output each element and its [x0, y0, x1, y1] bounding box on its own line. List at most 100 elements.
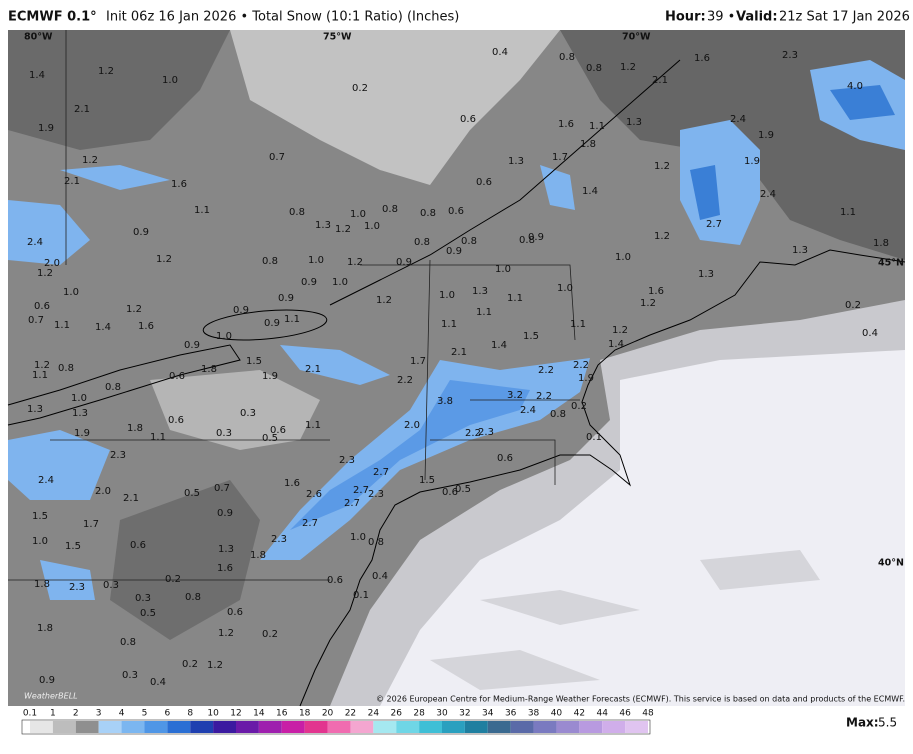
parallel-label: 40°N	[878, 558, 904, 569]
snow-amount: 1.2	[376, 295, 392, 306]
colorbar-label: 42	[574, 709, 585, 719]
colorbar-cell	[510, 721, 534, 733]
colorbar: 0.1 1 2 3 4 5 6 8 10 12 14 16 18 20 22 24 26 28 30 32 34 36 38…	[21, 709, 654, 735]
parallel-label: 45°N	[878, 258, 904, 269]
snow-amount: 1.3	[792, 245, 808, 256]
light-area	[230, 30, 560, 185]
snow-amount: 1.1	[194, 205, 210, 216]
snow-amount: 1.3	[27, 404, 43, 415]
snow-amount: 2.1	[305, 364, 321, 375]
snow-amount: 0.9	[233, 305, 249, 316]
meridian-label: 80°W	[24, 32, 53, 43]
snow-amount: 0.9	[264, 318, 280, 329]
snow-amount: 0.8	[461, 236, 477, 247]
colorbar-cell	[281, 721, 305, 733]
snow-amount: 1.9	[38, 123, 54, 134]
snow-amount: 1.0	[495, 264, 511, 275]
snow-amount: 2.2	[465, 428, 481, 439]
max-value: 5.5	[878, 716, 897, 730]
colorbar-label: 8	[187, 709, 193, 719]
snow-amount: 0.8	[382, 204, 398, 215]
snow-amount: 1.3	[508, 156, 524, 167]
snow-amount: 2.1	[123, 493, 139, 504]
snow-amount: 0.7	[214, 483, 230, 494]
snow-amount: 1.2	[156, 254, 172, 265]
snow-amount: 0.2	[352, 83, 368, 94]
colorbar-cell	[602, 721, 626, 733]
snow-amount: 1.0	[32, 536, 48, 547]
snow-amount: 1.2	[218, 628, 234, 639]
snow-amount: 1.2	[207, 660, 223, 671]
snow-amount: 2.3	[110, 450, 126, 461]
snow-amount: 2.4	[520, 405, 536, 416]
colorbar-cell	[52, 721, 76, 733]
snow-amount: 1.5	[32, 511, 48, 522]
snow-amount: 2.4	[730, 114, 746, 125]
snow-amount: 0.4	[150, 677, 166, 688]
snow-amount: 0.2	[182, 659, 198, 670]
valid-label: Valid:	[736, 10, 778, 25]
colorbar-cell	[304, 721, 328, 733]
snow-amount: 1.8	[34, 579, 50, 590]
snow-amount: 2.6	[306, 489, 322, 500]
colorbar-cell	[190, 721, 214, 733]
colorbar-label: 1	[50, 709, 56, 719]
snow-amount: 1.8	[873, 238, 889, 249]
snow-amount: 1.2	[347, 257, 363, 268]
snow-amount: 1.5	[246, 356, 262, 367]
snow-amount: 0.8	[289, 207, 305, 218]
colorbar-cell	[419, 721, 442, 733]
snow-amount: 0.6	[442, 487, 458, 498]
snow-amount: 0.6	[130, 540, 146, 551]
coastline	[299, 249, 906, 707]
snow-amount: 1.9	[758, 130, 774, 141]
colorbar-cell	[464, 721, 488, 733]
snow-amount: 0.2	[165, 574, 181, 585]
colorbar-label: 3	[96, 709, 102, 719]
model: ECMWF 0.1°	[8, 10, 97, 25]
snow-amount: 1.0	[71, 393, 87, 404]
colorbar-cell	[258, 721, 282, 733]
snow-amount: 0.6	[460, 114, 476, 125]
snow-amount: 0.8	[559, 52, 575, 63]
colorbar-label: 36	[505, 709, 517, 719]
snow-amount: 0.6	[327, 575, 343, 586]
colorbar-label: 22	[345, 709, 356, 719]
copyright: © 2026 European Centre for Medium-Range …	[376, 695, 905, 704]
colorbar-label: 32	[459, 709, 470, 719]
snow-amount: 0.8	[550, 409, 566, 420]
snow-amount: 1.6	[558, 119, 574, 130]
colorbar-cell	[556, 721, 580, 733]
snow-amount: 0.2	[571, 401, 587, 412]
snow-amount: 3.2	[507, 390, 523, 401]
snow-amount: 2.7	[706, 219, 722, 230]
colorbar-cell	[144, 721, 168, 733]
colorbar-label: 4	[119, 709, 125, 719]
snow-amount: 0.9	[217, 508, 233, 519]
description: Init 06z 16 Jan 2026 • Total Snow (10:1 …	[106, 10, 459, 25]
colorbar-label: 5	[142, 709, 148, 719]
snow-amount: 0.5	[140, 608, 156, 619]
colorbar-cell	[213, 721, 236, 733]
snow-amount: 2.2	[538, 365, 554, 376]
snow-amount: 0.8	[120, 637, 136, 648]
snow-amount: 0.7	[28, 315, 44, 326]
snow-amount: 0.8	[185, 592, 201, 603]
snow-band	[280, 345, 390, 385]
snow-amount: 2.3	[368, 489, 384, 500]
snow-amount: 1.2	[335, 224, 351, 235]
snow-amount: 2.0	[44, 258, 60, 269]
colorbar-label: 12	[230, 709, 241, 719]
snow-amount: 0.8	[420, 208, 436, 219]
snow-amount: 0.6	[497, 453, 513, 464]
snow-amount: 1.1	[441, 319, 457, 330]
ocean	[380, 350, 905, 706]
colorbar-label: 2	[73, 709, 79, 719]
snow-amount: 1.6	[217, 563, 233, 574]
boundaries	[7, 30, 906, 707]
lake	[7, 344, 241, 426]
snow-amount: 0.4	[492, 47, 508, 58]
snow-amount: 1.0	[615, 252, 631, 263]
snow-blob	[8, 200, 90, 265]
snow-amount: 2.0	[404, 420, 420, 431]
